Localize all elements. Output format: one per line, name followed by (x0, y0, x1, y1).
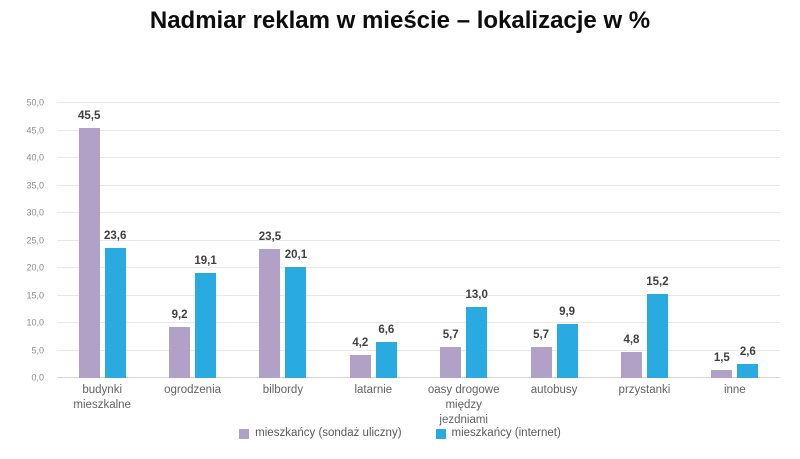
bar-internet: 23,6 (104, 231, 126, 378)
y-axis: 0,0 5,0 10,0 15,0 20,0 25,0 30,0 35,0 40,0 45,0 50… (0, 98, 50, 382)
y-axis-tick-label: 5,0 (31, 345, 44, 355)
gridline (57, 102, 780, 103)
bar-value-label: 23,6 (103, 230, 127, 243)
x-axis-category-label: ogrodzenia (164, 384, 222, 396)
chart-title: Nadmiar reklam w mieście – lokalizacje w… (149, 7, 651, 34)
bar-value-label: 5,7 (533, 328, 550, 341)
bar-sondaz-uliczny: 4,2 (349, 337, 371, 378)
x-axis-category-label: budynki mieszkalne (73, 384, 131, 411)
gridline (57, 157, 780, 158)
legend-label: mieszkańcy (internet) (451, 427, 561, 439)
bar-sondaz-uliczny: 45,5 (78, 110, 100, 378)
y-axis-tick-label: 50,0 (26, 97, 44, 108)
y-axis-tick-label: 25,0 (26, 235, 44, 245)
bar-internet: 2,6 (737, 346, 759, 378)
bar-group: 1,5 2,6 (690, 103, 780, 378)
bar-group: 45,5 23,6 (57, 103, 147, 378)
bar-value-label: 19,1 (194, 254, 217, 267)
bar-sondaz-uliczny: 23,5 (259, 231, 281, 378)
bar-group: 5,7 9,9 (509, 103, 599, 378)
legend-swatch (239, 428, 250, 439)
bar-value-label: 9,2 (171, 309, 188, 322)
bar-internet: 15,2 (646, 277, 669, 378)
bar-group: 23,5 20,1 (238, 103, 328, 378)
y-axis-tick-label: 35,0 (26, 180, 44, 190)
bar-internet: 9,9 (556, 306, 578, 378)
legend-label: mieszkańcy (sondaż uliczny) (255, 427, 402, 439)
bar-value-label: 13,0 (465, 288, 488, 301)
y-axis-tick-label: 45,0 (26, 125, 44, 135)
bar-value-label: 20,1 (284, 249, 308, 262)
bar-sondaz-uliczny: 5,7 (530, 329, 552, 378)
x-axis-baseline (57, 377, 780, 378)
x-axis-labels: budynki mieszkalne ogrodzenia bilbordy lata… (57, 383, 780, 428)
bar-value-label: 5,7 (442, 328, 459, 341)
legend: mieszkańcy (sondaż uliczny) mieszkańcy (i… (0, 427, 800, 440)
bar-groups: 45,5 23,6 9,2 19,1 23,5 20,1 4,2 6,6 5,7 13,0 5,7 9… (57, 103, 780, 378)
gridline (57, 239, 780, 241)
bar-sondaz-uliczny: 4,8 (620, 334, 642, 378)
y-axis-tick-label: 15,0 (26, 290, 44, 300)
gridline (57, 184, 780, 186)
x-axis-category-label: autobusy (530, 384, 578, 396)
bar-sondaz-uliczny: 9,2 (169, 310, 191, 378)
y-axis-tick-label: 10,0 (26, 317, 44, 328)
bar-internet: 20,1 (285, 250, 307, 378)
bar-value-label: 9,9 (559, 305, 576, 318)
bar-internet: 6,6 (375, 324, 397, 378)
x-axis-category-label: oasy drogowe między jezdniami (427, 384, 500, 426)
bar-value-label: 4,8 (623, 333, 640, 346)
gridline (57, 267, 780, 268)
bar-sondaz-uliczny: 5,7 (440, 329, 462, 378)
y-axis-tick-label: 0,0 (31, 372, 44, 383)
gridline (57, 322, 780, 323)
bar-sondaz-uliczny: 1,5 (711, 352, 733, 378)
bar-value-label: 2,6 (739, 345, 756, 358)
legend-swatch (435, 428, 446, 439)
bar-value-label: 15,2 (646, 276, 669, 289)
gridline (57, 129, 780, 131)
bar-value-label: 23,5 (258, 230, 282, 243)
bar-group: 9,2 19,1 (147, 103, 237, 378)
bar-value-label: 45,5 (77, 109, 101, 122)
gridline (57, 349, 780, 351)
bar-value-label: 4,2 (352, 336, 369, 349)
x-axis-category-label: bilbordy (262, 384, 304, 396)
x-axis-category-label: inne (723, 384, 746, 396)
legend-item: mieszkańcy (sondaż uliczny) (239, 427, 402, 440)
bar-group: 4,8 15,2 (599, 103, 689, 378)
bar-value-label: 1,5 (713, 351, 730, 364)
bar-group: 4,2 6,6 (328, 103, 418, 378)
bar-value-label: 6,6 (378, 323, 395, 336)
gridline (57, 294, 780, 296)
gridline (57, 212, 780, 213)
y-axis-tick-label: 30,0 (26, 207, 44, 218)
x-axis-category-label: przystanki (618, 384, 671, 396)
plot-area: 45,5 23,6 9,2 19,1 23,5 20,1 4,2 6,6 5,7 13,0 5,7 9… (57, 102, 780, 378)
y-axis-tick-label: 40,0 (26, 152, 44, 163)
y-axis-tick-label: 20,0 (26, 262, 44, 273)
legend-item: mieszkańcy (internet) (435, 427, 561, 440)
bar-internet: 13,0 (465, 289, 488, 378)
bar-group: 5,7 13,0 (419, 103, 509, 378)
x-axis-category-label: latarnie (354, 384, 393, 396)
bar-internet: 19,1 (194, 255, 217, 378)
